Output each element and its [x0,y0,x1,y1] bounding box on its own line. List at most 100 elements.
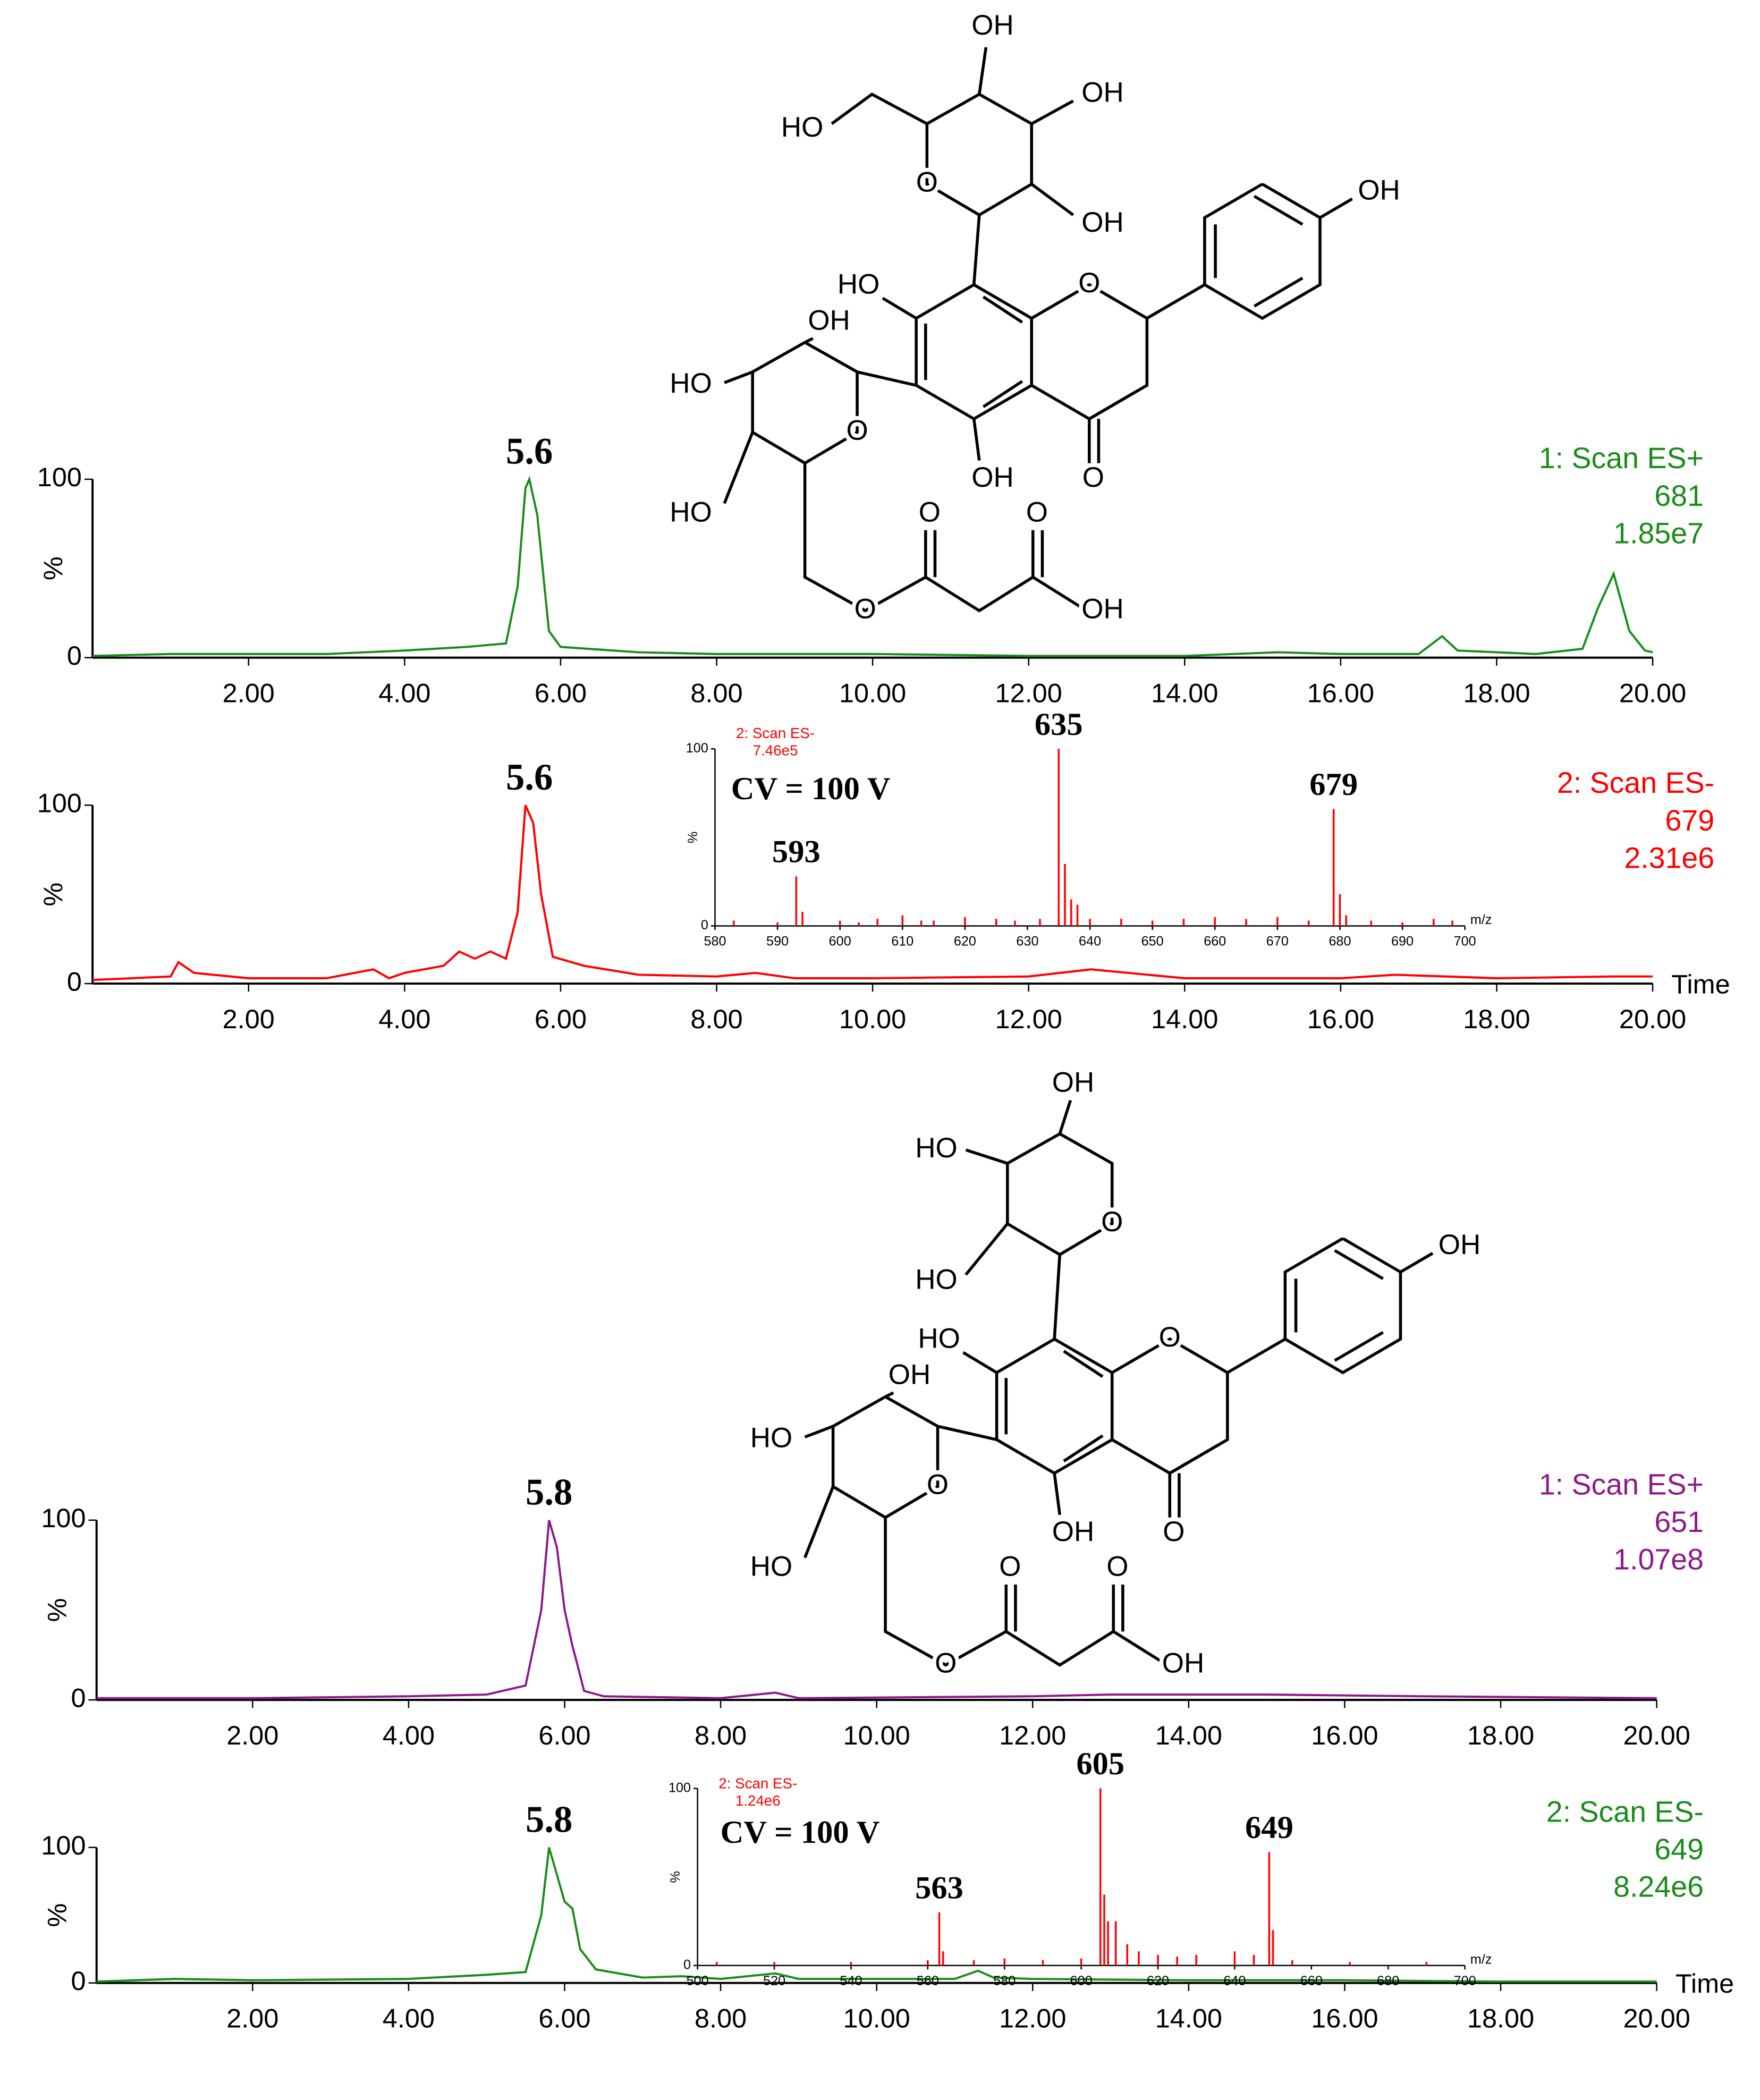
y-tick-label: 100 [41,1830,86,1860]
y-tick-label: 0 [701,918,708,933]
x-tick-label: 640 [1223,1974,1246,1988]
bond [1053,1473,1062,1515]
legend-text: 2: Scan ES- [1546,1795,1704,1828]
x-axis-label: Time [1671,969,1730,999]
legend-text: 679 [1665,804,1715,837]
x-tick-label: 2.00 [226,2003,278,2034]
x-tick-label: 610 [891,934,913,949]
trace [96,1847,1657,1983]
atom-label: OH [1358,175,1400,206]
atom-label: O [927,1469,949,1501]
bond [1088,389,1139,420]
x-tick-label: 4.00 [383,2003,435,2034]
x-tick-label: 660 [1300,1974,1323,1988]
atom-label: O [999,1551,1021,1582]
x-tick-label: 6.00 [538,2003,590,2034]
x-tick-label: 10.00 [843,1720,910,1750]
legend-text: 681 [1654,479,1704,512]
x-tick-label: 4.00 [383,1720,435,1750]
x-tick-label: 4.00 [378,1004,430,1034]
x-tick-label: 16.00 [1311,1720,1378,1750]
bond [804,1425,834,1438]
x-tick-label: 690 [1391,934,1414,949]
x-tick-label: 520 [763,1974,785,1988]
x-tick-label: 680 [1329,934,1351,949]
legend-text: 1: Scan ES+ [1539,442,1704,475]
atom-label: HO [915,1132,957,1164]
bond [962,1351,998,1374]
bond [982,380,1023,408]
x-axis-label: Time [1676,1968,1734,1999]
bond [1030,99,1074,125]
x-tick-label: 14.00 [1151,678,1218,708]
x-tick-label: 18.00 [1467,2003,1534,2034]
x-tick-label: 12.00 [995,1004,1062,1034]
atom-label: OH [971,462,1014,493]
atom-label: OH [1081,207,1124,238]
y-tick-label: 0 [71,1682,86,1713]
y-tick-label: 100 [686,741,708,756]
bond [1111,1337,1229,1475]
atom-label: OH [971,10,1014,41]
x-tick-label: 590 [766,934,789,949]
x-tick-label: 16.00 [1307,1004,1374,1034]
atom-label: HO [670,368,712,399]
legend-text: 1.24e6 [735,1792,781,1809]
x-tick-label: 2.00 [226,1720,278,1750]
atom-label: OH [1081,593,1124,624]
legend-text: 1.07e8 [1613,1543,1704,1576]
bond [1319,197,1353,219]
x-tick-label: 12.00 [999,1720,1066,1750]
x-tick-label: 20.00 [1623,1720,1690,1750]
bond [1334,1249,1384,1280]
atom-label: O [1082,462,1104,493]
atom-label: O [919,497,941,528]
cv-note: CV = 100 V [731,771,891,807]
atom-label: O [1101,1206,1123,1238]
atom-label: OH [1081,77,1124,108]
bond [804,337,814,344]
x-tick-label: 18.00 [1463,678,1530,708]
x-tick-label: 700 [1454,1974,1476,1988]
y-tick-label: 100 [37,462,82,492]
x-tick-label: 20.00 [1619,1004,1686,1034]
atom-label: HO [750,1422,792,1453]
legend-text: 2: Scan ES- [1557,766,1714,799]
bond [1334,1331,1384,1362]
peak-label: 5.8 [526,1472,572,1513]
y-tick-label: 0 [71,1966,86,1996]
bond [1053,1254,1062,1340]
x-tick-label: 640 [1079,934,1101,949]
x-tick-label: 620 [954,934,976,949]
bond [724,370,754,384]
y-tick-label: 0 [683,1958,691,1972]
bond [937,1425,997,1442]
bond [1253,194,1304,226]
y-tick-label: 100 [37,788,82,818]
bond [964,1223,1009,1276]
x-tick-label: 14.00 [1151,1004,1218,1034]
peak-label: 593 [772,834,820,870]
x-tick-label: 12.00 [999,2003,1066,2034]
peak-label: 563 [915,1870,963,1906]
x-tick-label: 6.00 [535,678,587,708]
bond [1030,283,1149,421]
atom-label: OH [1162,1647,1205,1679]
x-tick-label: 620 [1147,1974,1169,1988]
bond [882,297,917,320]
legend-text: 2: Scan ES- [736,725,815,741]
peak-label: 605 [1076,1746,1124,1782]
x-tick-label: 600 [829,934,851,949]
x-tick-label: 540 [840,1974,862,1988]
atom-label: HO [670,497,712,528]
bond [1400,1252,1434,1274]
bond [972,215,981,285]
atom-label: OH [1052,1066,1094,1098]
x-tick-label: 8.00 [690,678,742,708]
bond [972,418,981,461]
x-tick-label: 630 [1016,934,1038,949]
legend-text: 651 [1654,1505,1704,1538]
trace [96,1520,1657,1699]
